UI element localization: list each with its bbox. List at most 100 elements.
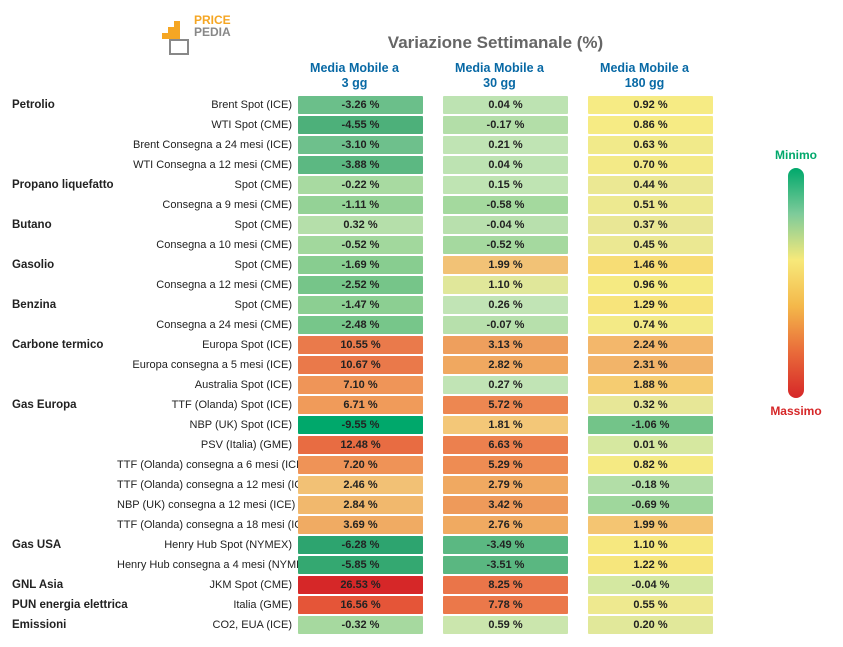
table-row: GNL AsiaJKM Spot (CME)26.53 %8.25 %-0.04… — [12, 575, 749, 594]
heatmap-cell: -0.58 % — [443, 196, 568, 214]
category-label: Petrolio — [12, 99, 117, 111]
heatmap-cell: 7.78 % — [443, 596, 568, 614]
heatmap-cell: 2.84 % — [298, 496, 423, 514]
table-row: TTF (Olanda) consegna a 6 mesi (ICE)7.20… — [12, 455, 749, 474]
table-row: PUN energia elettricaItalia (GME)16.56 %… — [12, 595, 749, 614]
heatmap-table: PetrolioBrent Spot (ICE)-3.26 %0.04 %0.9… — [12, 95, 749, 634]
heatmap-cell: 0.59 % — [443, 616, 568, 634]
column-header: Media Mobile a180 gg — [582, 61, 707, 91]
row-label: WTI Consegna a 12 mesi (CME) — [117, 159, 298, 171]
table-row: WTI Spot (CME)-4.55 %-0.17 %0.86 % — [12, 115, 749, 134]
heatmap-cell: 6.63 % — [443, 436, 568, 454]
pricepedia-logo: PRICE PEDIA — [162, 12, 232, 61]
table-row: Propano liquefattoSpot (CME)-0.22 %0.15 … — [12, 175, 749, 194]
heatmap-cell: 0.45 % — [588, 236, 713, 254]
heatmap-cell: -4.55 % — [298, 116, 423, 134]
table-row: NBP (UK) Spot (ICE)-9.55 %1.81 %-1.06 % — [12, 415, 749, 434]
heatmap-cell: 6.71 % — [298, 396, 423, 414]
main-table-area: PRICE PEDIA Variazione Settimanale (%) M… — [12, 12, 749, 635]
category-label: Gas Europa — [12, 399, 117, 411]
legend-gradient-bar — [788, 168, 804, 398]
heatmap-cell: 0.55 % — [588, 596, 713, 614]
heatmap-cell: 0.92 % — [588, 96, 713, 114]
heatmap-cell: 0.20 % — [588, 616, 713, 634]
heatmap-cell: 5.72 % — [443, 396, 568, 414]
row-label: Brent Consegna a 24 mesi (ICE) — [117, 139, 298, 151]
heatmap-cell: 0.82 % — [588, 456, 713, 474]
heatmap-cell: 1.29 % — [588, 296, 713, 314]
heatmap-cell: 3.69 % — [298, 516, 423, 534]
heatmap-cell: -6.28 % — [298, 536, 423, 554]
row-label: NBP (UK) Spot (ICE) — [117, 419, 298, 431]
column-header: Media Mobile a30 gg — [437, 61, 562, 91]
heatmap-cell: 1.10 % — [443, 276, 568, 294]
heatmap-cell: -1.69 % — [298, 256, 423, 274]
table-row: Consegna a 9 mesi (CME)-1.11 % -0.58 % 0.5… — [12, 195, 749, 214]
table-row: Henry Hub consegna a 4 mesi (NYMEX)-5.85… — [12, 555, 749, 574]
row-label: NBP (UK) consegna a 12 mesi (ICE) — [117, 499, 298, 511]
row-label: PSV (Italia) (GME) — [117, 439, 298, 451]
heatmap-cell: 0.04 % — [443, 96, 568, 114]
heatmap-cell: 0.27 % — [443, 376, 568, 394]
table-row: BenzinaSpot (CME)-1.47 %0.26 %1.29 % — [12, 295, 749, 314]
heatmap-cell: 0.44 % — [588, 176, 713, 194]
row-label: TTF (Olanda) consegna a 6 mesi (ICE) — [117, 459, 298, 471]
heatmap-cell: 1.99 % — [443, 256, 568, 274]
table-row: Europa consegna a 5 mesi (ICE)10.67 %2.8… — [12, 355, 749, 374]
heatmap-cell: -1.11 % — [298, 196, 423, 214]
table-row: Gas USAHenry Hub Spot (NYMEX)-6.28 %-3.4… — [12, 535, 749, 554]
heatmap-cell: -3.10 % — [298, 136, 423, 154]
heatmap-cell: -0.52 % — [443, 236, 568, 254]
row-label: TTF (Olanda) Spot (ICE) — [117, 399, 298, 411]
table-row: PSV (Italia) (GME)12.48 %6.63 %0.01 % — [12, 435, 749, 454]
heatmap-cell: 1.46 % — [588, 256, 713, 274]
heatmap-cell: -0.52 % — [298, 236, 423, 254]
row-label: Spot (CME) — [117, 299, 298, 311]
heatmap-cell: 0.04 % — [443, 156, 568, 174]
heatmap-cell: 0.51 % — [588, 196, 713, 214]
heatmap-cell: 2.79 % — [443, 476, 568, 494]
table-row: Consegna a 12 mesi (CME)-2.52 %1.10 %0.9… — [12, 275, 749, 294]
table-row: TTF (Olanda) consegna a 12 mesi (ICE)2.4… — [12, 475, 749, 494]
category-label: Benzina — [12, 299, 117, 311]
heatmap-cell: 1.22 % — [588, 556, 713, 574]
table-row: Consegna a 10 mesi (CME)-0.52 %-0.52 %0.… — [12, 235, 749, 254]
heatmap-cell: 16.56 % — [298, 596, 423, 614]
heatmap-cell: -1.06 % — [588, 416, 713, 434]
row-label: Henry Hub consegna a 4 mesi (NYMEX) — [117, 559, 298, 571]
heatmap-cell: -5.85 % — [298, 556, 423, 574]
row-label: Consegna a 10 mesi (CME) — [117, 239, 298, 251]
heatmap-cell: -1.47 % — [298, 296, 423, 314]
heatmap-cell: 1.81 % — [443, 416, 568, 434]
row-label: Spot (CME) — [117, 219, 298, 231]
table-row: EmissioniCO2, EUA (ICE)-0.32 %0.59 %0.20… — [12, 615, 749, 634]
heatmap-cell: -0.17 % — [443, 116, 568, 134]
row-label: TTF (Olanda) consegna a 12 mesi (ICE) — [117, 479, 298, 491]
heatmap-cell: 1.10 % — [588, 536, 713, 554]
row-label: Europa Spot (ICE) — [117, 339, 298, 351]
heatmap-cell: 7.20 % — [298, 456, 423, 474]
table-row: Australia Spot (ICE)7.10 %0.27 %1.88 % — [12, 375, 749, 394]
table-row: ButanoSpot (CME)0.32 %-0.04 %0.37 % — [12, 215, 749, 234]
heatmap-cell: 2.24 % — [588, 336, 713, 354]
heatmap-cell: 2.82 % — [443, 356, 568, 374]
logo-word2: PEDIA — [194, 25, 231, 39]
heatmap-cell: -2.48 % — [298, 316, 423, 334]
heatmap-cell: -0.18 % — [588, 476, 713, 494]
heatmap-cell: 5.29 % — [443, 456, 568, 474]
table-row: GasolioSpot (CME)-1.69 %1.99 %1.46 % — [12, 255, 749, 274]
heatmap-cell: 0.37 % — [588, 216, 713, 234]
row-label: WTI Spot (CME) — [117, 119, 298, 131]
heatmap-cell: 2.46 % — [298, 476, 423, 494]
color-legend: Minimo Massimo — [761, 142, 831, 424]
heatmap-cell: -3.49 % — [443, 536, 568, 554]
heatmap-cell: 0.96 % — [588, 276, 713, 294]
category-label: PUN energia elettrica — [12, 599, 117, 611]
heatmap-cell: -2.52 % — [298, 276, 423, 294]
category-label: Carbone termico — [12, 339, 117, 351]
row-label: Consegna a 9 mesi (CME) — [117, 199, 298, 211]
heatmap-cell: 8.25 % — [443, 576, 568, 594]
row-label: Consegna a 24 mesi (CME) — [117, 319, 298, 331]
heatmap-cell: -0.04 % — [443, 216, 568, 234]
row-label: CO2, EUA (ICE) — [117, 619, 298, 631]
